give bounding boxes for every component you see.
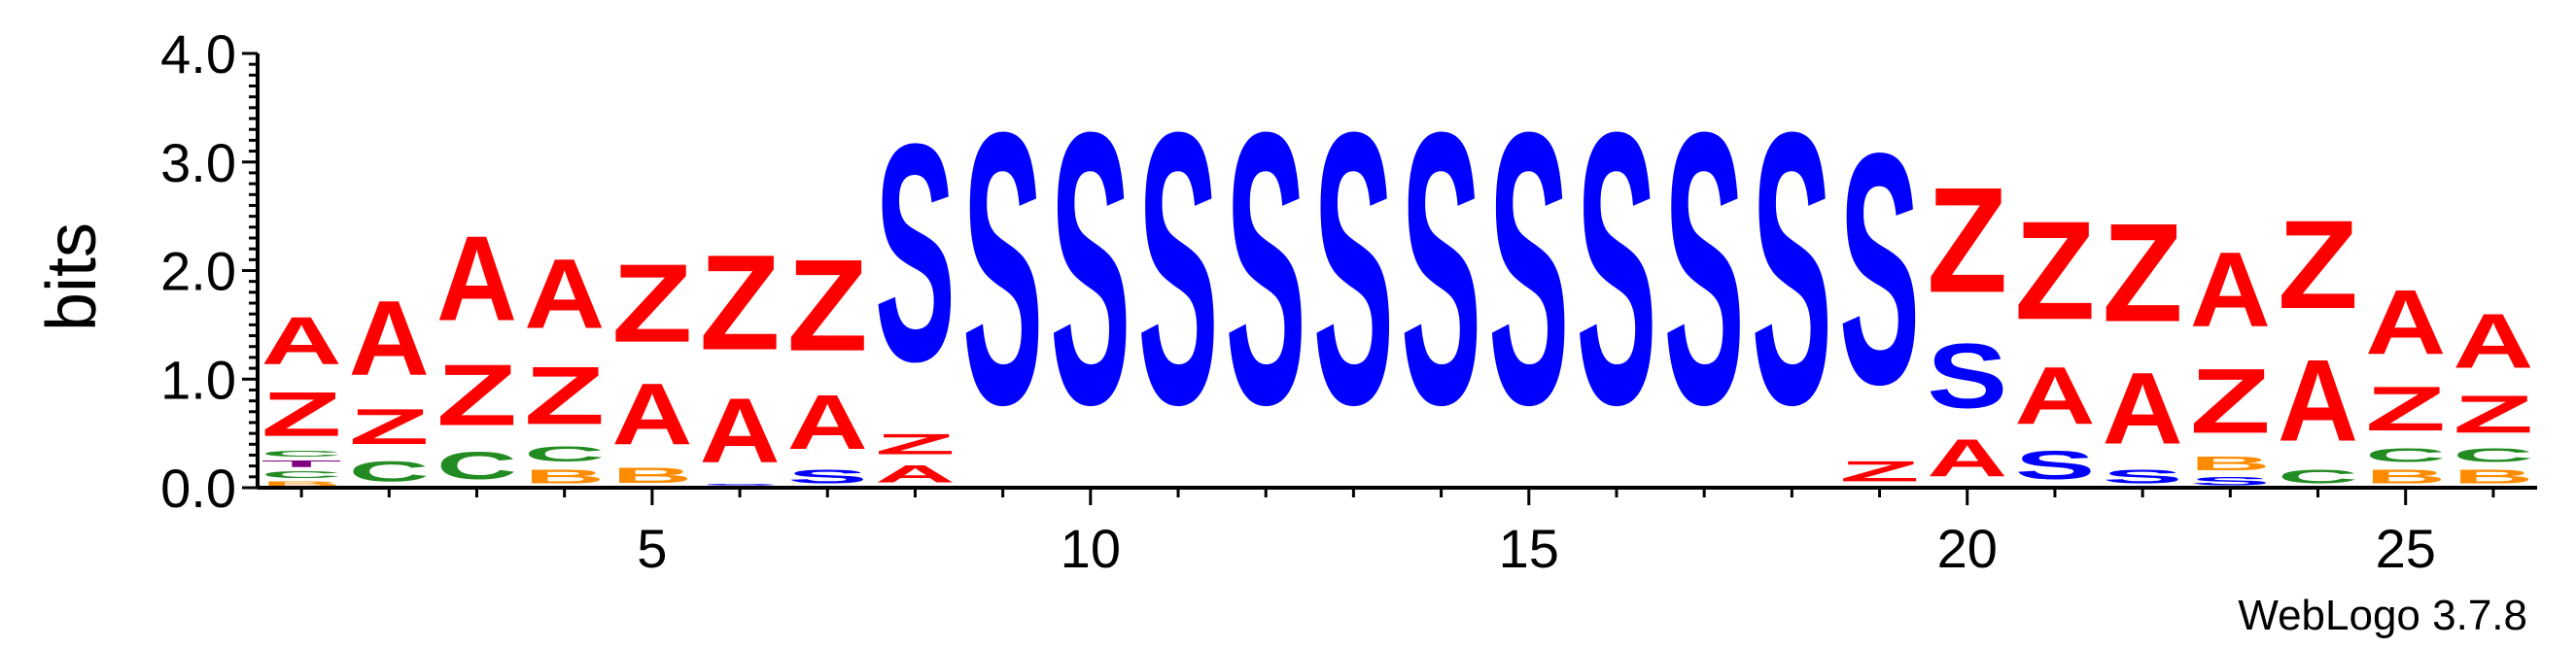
glyph-S-pos20-1: S	[1927, 325, 2007, 427]
glyph-C-pos4-1: C	[524, 442, 605, 466]
glyph-S-pos8-2: S	[875, 81, 956, 426]
glyph-Z-pos7-2: Z	[787, 232, 868, 378]
glyph-A-pos20-0: A	[1927, 428, 2007, 489]
glyph-B-pos23-1: B	[2190, 453, 2271, 474]
glyph-S-pos21-0: S	[2014, 442, 2095, 488]
glyph-Z-pos1-4: Z	[261, 379, 342, 450]
glyph-Z-pos2-1: Z	[349, 398, 430, 455]
x-tick-label: 25	[2376, 518, 2436, 579]
glyph-B-pos5-0: B	[611, 463, 692, 488]
glyph-B-pos25-0: B	[2365, 466, 2446, 488]
glyph-S-pos16-0: S	[1576, 51, 1656, 485]
glyph-S-pos15-0: S	[1488, 51, 1569, 485]
x-ticks: 5 10 15 20 25	[299, 488, 2495, 579]
glyph-Z-pos5-2: Z	[611, 241, 692, 366]
glyph-B-pos26-0: B	[2453, 466, 2533, 488]
glyph-A-pos26-3: A	[2453, 297, 2533, 385]
glyph-Z-pos24-2: Z	[2278, 195, 2358, 336]
glyph-S-pos10-0: S	[1050, 51, 1131, 485]
glyph-Z-pos22-2: Z	[2103, 194, 2183, 352]
y-ticks: 0.0 1.0 2.0 3.0 4.0	[160, 23, 258, 519]
glyph-Z-pos6-2: Z	[700, 227, 781, 379]
glyph-A-pos5-1: A	[611, 366, 692, 463]
x-tick-label: 20	[1937, 518, 1998, 579]
glyph-T-pos1-2: T	[261, 459, 342, 469]
y-tick-label: 1.0	[160, 349, 236, 410]
glyph-C-pos26-1: C	[2453, 444, 2533, 465]
glyph-A-pos1-5: A	[261, 303, 342, 379]
glyph-Z-pos21-2: Z	[2014, 191, 2095, 349]
glyph-S-pos9-0: S	[962, 51, 1043, 485]
glyph-A-pos4-3: A	[524, 239, 605, 349]
glyph-Z-pos8-1: Z	[875, 427, 956, 460]
y-tick-label: 4.0	[160, 23, 236, 85]
glyph-C-pos3-0: C	[436, 444, 517, 488]
glyph-Z-pos23-2: Z	[2190, 350, 2271, 453]
glyph-C-pos2-0: C	[349, 455, 430, 488]
glyph-A-pos21-1: A	[2014, 351, 2095, 442]
glyph-B-pos1-0: B	[261, 480, 342, 488]
glyph-C-pos1-3: C	[261, 450, 342, 459]
glyph-S-pos11-0: S	[1138, 51, 1219, 485]
glyph-A-pos2-2: A	[349, 279, 430, 398]
glyph-A-pos25-3: A	[2365, 271, 2446, 373]
glyph-A-pos3-2: A	[436, 211, 517, 346]
x-tick-label: 10	[1061, 518, 1121, 579]
y-axis-label: bits	[33, 222, 111, 331]
glyph-Z-pos26-2: Z	[2453, 384, 2533, 443]
glyph-A-pos8-0: A	[875, 460, 956, 488]
x-tick-label: 15	[1499, 518, 1559, 579]
y-tick-label: 3.0	[160, 132, 236, 193]
glyph-A-pos7-1: A	[787, 378, 868, 465]
glyph-S-pos17-0: S	[1664, 51, 1745, 485]
glyph-Z-pos20-2: Z	[1927, 155, 2007, 324]
glyph-S-pos19-1: S	[1839, 85, 1920, 453]
glyph-S-pos22-0: S	[2103, 465, 2183, 487]
glyph-Z-pos3-1: Z	[436, 347, 517, 444]
glyph-Z-pos4-2: Z	[524, 350, 605, 441]
glyph-S-pos7-0: S	[787, 465, 868, 487]
glyph-A-pos6-1: A	[700, 380, 781, 482]
glyph-S-pos23-0: S	[2190, 475, 2271, 488]
glyph-S-pos13-0: S	[1313, 51, 1394, 485]
y-tick-label: 0.0	[160, 458, 236, 519]
glyph-S-pos6-0: S	[700, 482, 781, 488]
glyph-C-pos1-1: C	[261, 469, 342, 480]
x-tick-label: 5	[637, 518, 667, 579]
glyph-S-pos12-0: S	[1226, 51, 1306, 485]
glyph-S-pos14-0: S	[1401, 51, 1481, 485]
glyph-Z-pos19-0: Z	[1839, 455, 1920, 487]
weblogo-credit: WebLogo 3.7.8	[2238, 592, 2527, 639]
glyph-A-pos23-3: A	[2190, 229, 2271, 349]
glyph-C-pos24-0: C	[2278, 466, 2358, 488]
glyph-A-pos22-1: A	[2103, 352, 2183, 465]
glyph-C-pos25-1: C	[2365, 444, 2446, 465]
glyph-Z-pos25-2: Z	[2365, 374, 2446, 445]
glyph-B-pos4-0: B	[524, 466, 605, 488]
y-tick-label: 2.0	[160, 241, 236, 302]
glyph-A-pos24-1: A	[2278, 335, 2358, 465]
glyph-S-pos18-0: S	[1752, 51, 1832, 485]
